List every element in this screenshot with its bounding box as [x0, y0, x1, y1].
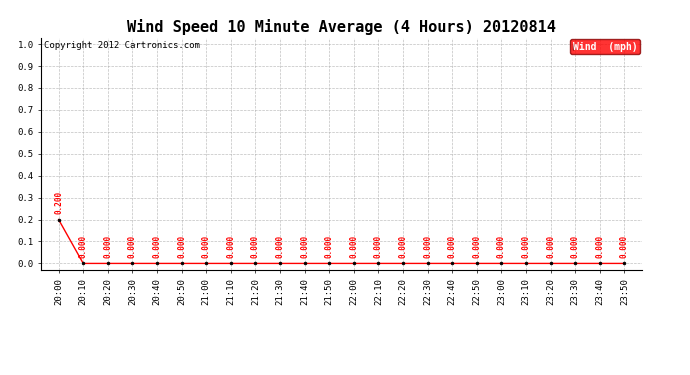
- Text: 0.000: 0.000: [325, 235, 334, 258]
- Text: 0.200: 0.200: [54, 191, 63, 214]
- Text: 0.000: 0.000: [595, 235, 604, 258]
- Text: 0.000: 0.000: [128, 235, 137, 258]
- Text: 0.000: 0.000: [423, 235, 432, 258]
- Text: 0.000: 0.000: [620, 235, 629, 258]
- Text: 0.000: 0.000: [349, 235, 358, 258]
- Text: 0.000: 0.000: [226, 235, 235, 258]
- Text: Copyright 2012 Cartronics.com: Copyright 2012 Cartronics.com: [44, 41, 200, 50]
- Text: 0.000: 0.000: [79, 235, 88, 258]
- Text: 0.000: 0.000: [275, 235, 284, 258]
- Title: Wind Speed 10 Minute Average (4 Hours) 20120814: Wind Speed 10 Minute Average (4 Hours) 2…: [127, 19, 556, 35]
- Text: 0.000: 0.000: [177, 235, 186, 258]
- Text: 0.000: 0.000: [152, 235, 161, 258]
- Text: 0.000: 0.000: [374, 235, 383, 258]
- Text: 0.000: 0.000: [546, 235, 555, 258]
- Text: 0.000: 0.000: [448, 235, 457, 258]
- Text: 0.000: 0.000: [571, 235, 580, 258]
- Legend: Wind  (mph): Wind (mph): [570, 39, 640, 54]
- Text: 0.000: 0.000: [251, 235, 260, 258]
- Text: 0.000: 0.000: [104, 235, 112, 258]
- Text: 0.000: 0.000: [399, 235, 408, 258]
- Text: 0.000: 0.000: [300, 235, 309, 258]
- Text: 0.000: 0.000: [473, 235, 482, 258]
- Text: 0.000: 0.000: [201, 235, 210, 258]
- Text: 0.000: 0.000: [497, 235, 506, 258]
- Text: 0.000: 0.000: [522, 235, 531, 258]
